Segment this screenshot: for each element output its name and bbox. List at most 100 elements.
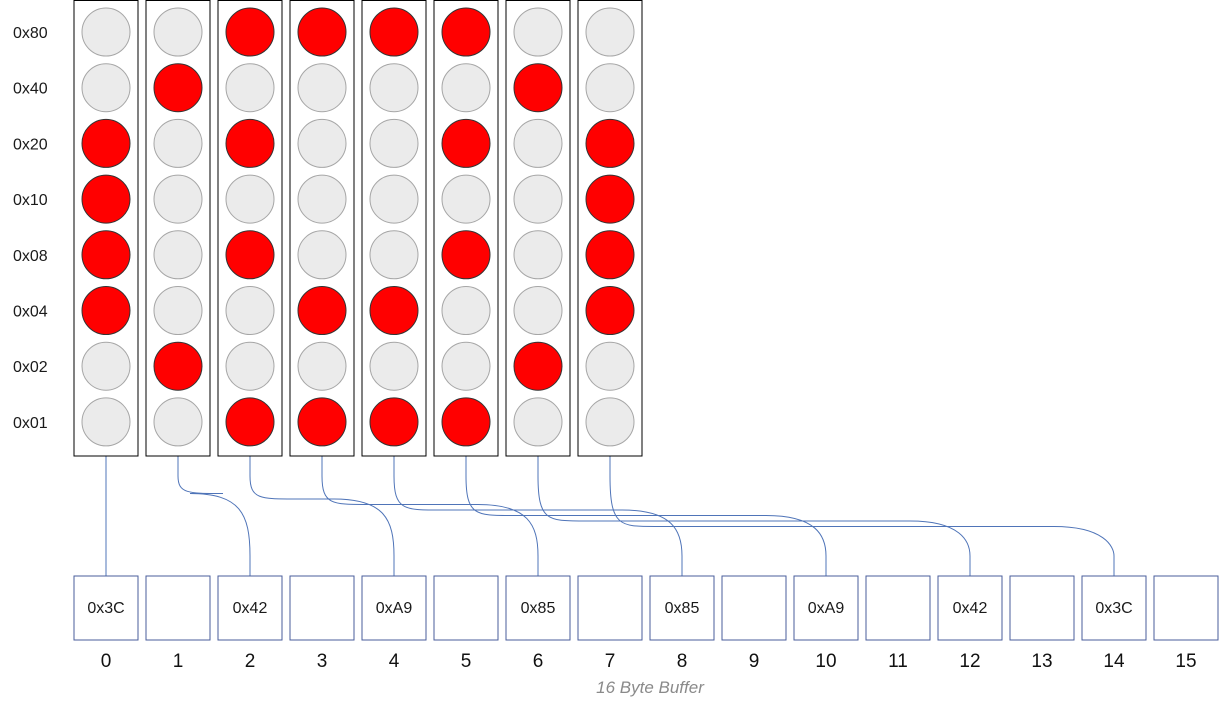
buffer-index-label: 6 (533, 651, 544, 672)
bit-label: 0x20 (13, 136, 48, 153)
buffer-cell (361, 575, 427, 641)
led-off (513, 7, 563, 57)
buffer-cell-value: 0xA9 (376, 600, 413, 617)
buffer-cell-value: 0x42 (953, 600, 988, 617)
led-column (217, 0, 283, 457)
buffer-cell-value: 0x85 (665, 600, 700, 617)
buffer-index-label: 2 (245, 651, 256, 672)
led-on (585, 230, 635, 280)
led-off (225, 63, 275, 113)
led-on (369, 7, 419, 57)
bit-label: 0x80 (13, 25, 48, 42)
buffer-cell (721, 575, 787, 641)
buffer-cell-value: 0x3C (87, 600, 124, 617)
led-off (297, 118, 347, 168)
led-off (81, 63, 131, 113)
led-on (297, 286, 347, 335)
connector-line (177, 456, 251, 576)
byte-buffer: 0x3C 0 1 0x42 2 3 0xA9 4 5 0x85 6 7 0x85 8 9 0xA9 10 11 0x… (73, 575, 1219, 672)
connector-line (321, 456, 539, 576)
led-off (441, 341, 491, 391)
led-off (441, 174, 491, 224)
led-off (441, 286, 491, 335)
led-off (513, 397, 563, 447)
led-columns (73, 0, 643, 457)
led-column (433, 0, 499, 457)
led-off (369, 230, 419, 280)
led-on (441, 230, 491, 280)
led-on (81, 230, 131, 280)
connector-line (609, 456, 1115, 576)
led-off (585, 397, 635, 447)
buffer-index-label: 9 (749, 651, 760, 672)
led-on (225, 397, 275, 447)
buffer-index-label: 12 (959, 651, 980, 672)
buffer-cell (505, 575, 571, 641)
buffer-cell (1009, 575, 1075, 641)
led-on (225, 7, 275, 57)
buffer-cell-value: 0x85 (521, 600, 556, 617)
buffer-cell (145, 575, 211, 641)
led-column (505, 0, 571, 457)
buffer-index-label: 1 (173, 651, 184, 672)
led-on (81, 174, 131, 224)
led-off (513, 118, 563, 168)
buffer-index-label: 7 (605, 651, 616, 672)
led-off (513, 286, 563, 335)
led-on (225, 118, 275, 168)
led-on (369, 286, 419, 335)
led-off (81, 397, 131, 447)
led-column (145, 0, 211, 457)
buffer-cell (433, 575, 499, 641)
bit-label: 0x01 (13, 415, 48, 432)
buffer-cell-value: 0xA9 (808, 600, 845, 617)
bit-label: 0x08 (13, 248, 48, 265)
bit-label: 0x02 (13, 359, 48, 376)
buffer-index-label: 14 (1103, 651, 1125, 672)
buffer-index-label: 0 (101, 651, 112, 672)
connector-line (249, 456, 395, 576)
buffer-cell (577, 575, 643, 641)
led-on (441, 397, 491, 447)
led-off (369, 63, 419, 113)
buffer-cell (1081, 575, 1147, 641)
led-off (369, 118, 419, 168)
led-off (297, 341, 347, 391)
led-column (73, 0, 139, 457)
led-on (369, 397, 419, 447)
bit-value-labels: 0x80 0x40 0x20 0x10 0x08 0x04 0x02 0x01 (13, 25, 48, 432)
connector-line (465, 456, 827, 576)
connector-line (393, 456, 683, 576)
led-off (585, 7, 635, 57)
buffer-index-label: 10 (815, 651, 836, 672)
buffer-cell-value: 0x42 (233, 600, 268, 617)
led-off (297, 174, 347, 224)
led-off (153, 286, 203, 335)
buffer-cell (937, 575, 1003, 641)
led-on (153, 341, 203, 391)
led-off (585, 341, 635, 391)
led-off (153, 118, 203, 168)
led-on (297, 397, 347, 447)
buffer-cell (865, 575, 931, 641)
buffer-cell (1153, 575, 1219, 641)
buffer-cell (73, 575, 139, 641)
led-off (225, 341, 275, 391)
led-on (81, 286, 131, 335)
led-off (153, 230, 203, 280)
led-off (369, 341, 419, 391)
column-to-buffer-connectors (105, 456, 1115, 576)
buffer-cell (649, 575, 715, 641)
buffer-cell (793, 575, 859, 641)
led-off (297, 63, 347, 113)
led-off (153, 174, 203, 224)
led-on (513, 63, 563, 113)
led-off (585, 63, 635, 113)
led-off (225, 174, 275, 224)
led-on (297, 7, 347, 57)
led-off (225, 286, 275, 335)
buffer-cell (217, 575, 283, 641)
buffer-index-label: 8 (677, 651, 688, 672)
buffer-cell-value: 0x3C (1095, 600, 1132, 617)
